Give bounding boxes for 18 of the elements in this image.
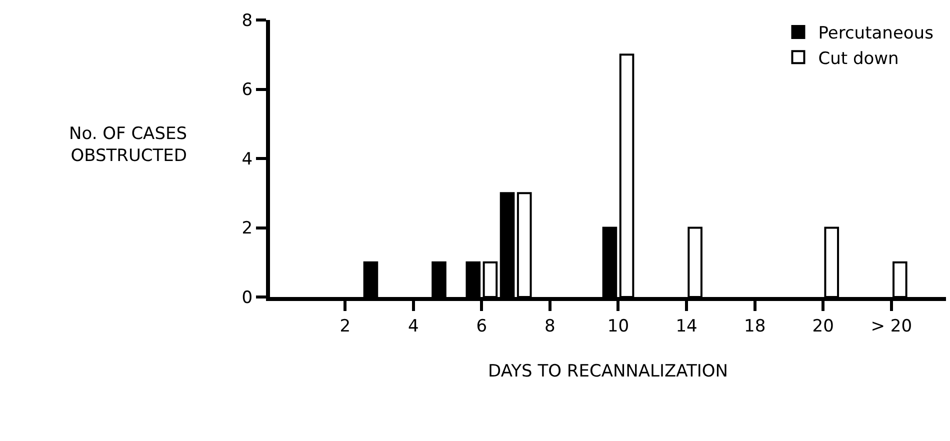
x-tick-label: > 20 [870, 316, 912, 336]
x-tick-label: 2 [340, 316, 351, 336]
x-tick-label: 20 [812, 316, 834, 336]
x-tick-label: 4 [408, 316, 419, 336]
y-axis-title: No. OF CASES OBSTRUCTED [69, 124, 188, 166]
x-tick-label: 6 [476, 316, 488, 336]
y-tick-label: 8 [242, 10, 253, 31]
x-tick-label: 8 [544, 316, 556, 336]
y-tick-label: 2 [242, 218, 253, 239]
x-axis-title: DAYS TO RECANNALIZATION [488, 361, 728, 382]
x-tick-label: 18 [744, 316, 766, 336]
x-tick-label: 10 [607, 316, 630, 336]
y-tick-label: 0 [242, 288, 253, 308]
y-tick-label: 6 [242, 80, 253, 100]
legend-label: Percutaneous [818, 24, 934, 44]
legend-label: Cut down [818, 48, 899, 69]
y-tick-label: 4 [242, 149, 253, 170]
x-tick-label: 14 [676, 316, 698, 336]
